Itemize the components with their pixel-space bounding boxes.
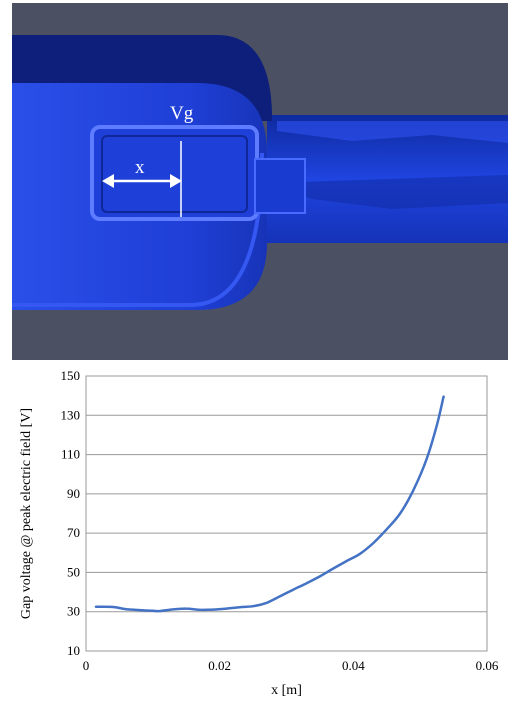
x-tick-label: 0.02 <box>208 658 231 673</box>
drift-tube <box>90 125 259 221</box>
series-line <box>94 395 445 613</box>
y-tick-label: 50 <box>67 564 80 579</box>
x-tick-label: 0 <box>83 658 90 673</box>
drift-tube-stem <box>254 158 306 214</box>
x-axis-title: x [m] <box>271 683 302 698</box>
x-tick-label: 0.06 <box>476 658 499 673</box>
y-tick-label: 90 <box>67 486 80 501</box>
y-tick-label: 30 <box>67 604 80 619</box>
pipe-shading <box>277 121 508 143</box>
x-arrow-head-right <box>170 174 182 188</box>
x-tick-label: 0.04 <box>342 658 365 673</box>
y-axis-title: Gap voltage @ peak electric field [V] <box>19 408 34 619</box>
grid-lines <box>86 414 487 613</box>
gap-voltage-label: Vg <box>170 103 194 124</box>
y-tick-label: 10 <box>67 643 80 658</box>
gap-voltage-chart: 10 30 50 70 90 110 130 150 0 0.02 0.04 0.06 Gap vo… <box>19 368 499 698</box>
drift-tube-inner <box>101 135 248 213</box>
plot-area <box>85 375 488 652</box>
pipe-shading-lower <box>272 175 508 209</box>
y-tick-label: 110 <box>61 447 80 462</box>
cavity-model-render: Vg x <box>12 3 508 360</box>
y-tick-labels: 10 30 50 70 90 110 130 150 <box>61 368 81 658</box>
y-tick-label: 70 <box>67 525 80 540</box>
x-arrow-head-left <box>102 174 114 188</box>
y-tick-label: 130 <box>61 407 81 422</box>
y-tick-label: 150 <box>61 368 81 383</box>
x-distance-label: x <box>135 157 145 178</box>
x-tick-labels: 0 0.02 0.04 0.06 <box>83 658 499 673</box>
